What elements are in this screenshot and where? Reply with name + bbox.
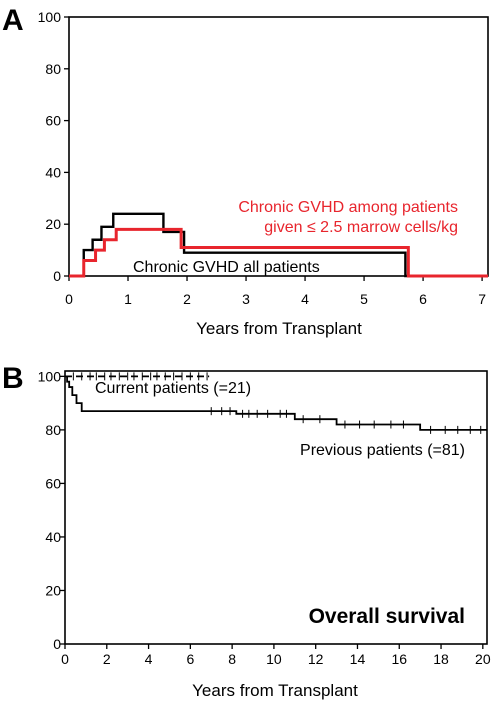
panel-a-x-tick-label: 7 xyxy=(478,291,486,307)
panel-a-letter: A xyxy=(2,4,24,37)
panel-b-letter: B xyxy=(2,362,24,395)
panel-a-x-tick-label: 3 xyxy=(242,291,250,307)
panel-b-plot-frame xyxy=(64,370,488,645)
panel-b: B 0 2 4 6 8 10 12 14 16 18 20 0 20 40 60 80 100 Current … xyxy=(2,362,491,700)
panel-a: A 0 1 2 3 4 5 6 7 0 20 40 60 80 100 Chronic GVHD amon… xyxy=(2,4,489,338)
panel-b-y-tick-label: 100 xyxy=(38,368,62,384)
panel-b-series-line-2 xyxy=(65,375,487,431)
panel-b-x-tick-label: 10 xyxy=(266,651,282,667)
panel-a-series xyxy=(69,212,488,278)
panel-a-y-tick-label: 80 xyxy=(45,61,61,77)
panel-b-ticks: 0 2 4 6 8 10 12 14 16 18 20 0 20 40 60 80 100 xyxy=(38,368,491,667)
panel-b-x-tick-label: 0 xyxy=(61,651,69,667)
panel-b-current-label: Current patients (=21) xyxy=(95,380,251,397)
panel-a-y-tick-label: 0 xyxy=(53,268,61,284)
panel-b-x-tick-label: 2 xyxy=(103,651,111,667)
panel-a-y-tick-label: 20 xyxy=(45,216,61,232)
panel-a-ticks: 0 1 2 3 4 5 6 7 0 20 40 60 80 100 xyxy=(38,9,487,307)
panel-b-y-tick-label: 40 xyxy=(45,529,61,545)
panel-b-x-tick-label: 20 xyxy=(475,651,491,667)
panel-a-x-axis-label: Years from Transplant xyxy=(196,319,362,338)
panel-a-x-tick-label: 0 xyxy=(65,291,73,307)
panel-a-series-line-1 xyxy=(69,212,488,278)
panel-a-x-tick-label: 4 xyxy=(301,291,309,307)
panel-b-y-tick-label: 60 xyxy=(45,475,61,491)
panel-a-x-tick-label: 6 xyxy=(419,291,427,307)
panel-a-x-tick-label: 1 xyxy=(124,291,132,307)
panel-a-y-tick-label: 100 xyxy=(38,9,62,25)
panel-b-x-tick-label: 18 xyxy=(433,651,449,667)
panel-b-x-tick-label: 4 xyxy=(145,651,153,667)
panel-b-x-tick-label: 12 xyxy=(308,651,324,667)
panel-a-x-tick-label: 2 xyxy=(183,291,191,307)
panel-b-y-tick-label: 20 xyxy=(45,582,61,598)
panel-b-x-tick-label: 16 xyxy=(391,651,407,667)
panel-b-x-axis-label: Years from Transplant xyxy=(192,681,358,700)
panel-b-title: Overall survival xyxy=(309,605,465,628)
panel-b-y-tick-label: 80 xyxy=(45,422,61,438)
panel-a-x-tick-label: 5 xyxy=(360,291,368,307)
panel-a-red-label-line1: Chronic GVHD among patients xyxy=(238,199,458,216)
panel-a-y-tick-label: 40 xyxy=(45,164,61,180)
panel-b-x-tick-label: 14 xyxy=(350,651,366,667)
panel-a-black-label: Chronic GVHD all patients xyxy=(133,259,320,276)
panel-a-y-tick-label: 60 xyxy=(45,113,61,129)
panel-a-red-label-line2: given ≤ 2.5 marrow cells/kg xyxy=(264,219,458,236)
panel-a-plot-frame xyxy=(68,16,489,277)
panel-b-x-tick-label: 8 xyxy=(228,651,236,667)
panel-b-x-tick-label: 6 xyxy=(186,651,194,667)
panel-b-y-tick-label: 0 xyxy=(53,636,61,652)
panel-b-series xyxy=(65,372,487,434)
panel-b-previous-label: Previous patients (=81) xyxy=(300,442,465,459)
panel-a-series-line-2 xyxy=(69,227,488,278)
